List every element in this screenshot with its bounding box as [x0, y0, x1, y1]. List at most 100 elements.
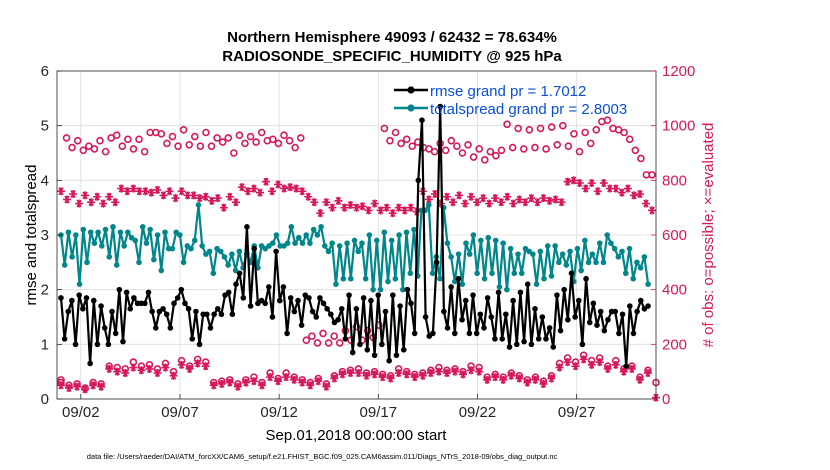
rmse-point [185, 306, 192, 312]
obs-evaluated-point [571, 362, 580, 371]
rmse-point [105, 341, 112, 348]
obs-evaluated-point [533, 198, 542, 207]
rmse-point [357, 341, 363, 348]
obs-evaluated-point [442, 192, 451, 201]
obs-evaluated-point [81, 191, 90, 200]
obs-evaluated-point [113, 367, 122, 376]
rmse-point [360, 295, 367, 301]
rmse-point [364, 347, 371, 353]
obs-evaluated-point [442, 369, 451, 378]
totalspread-point [366, 232, 373, 238]
obs-possible-point [202, 128, 210, 137]
obs-possible-point [380, 124, 389, 133]
totalspread-point [429, 270, 436, 277]
obs-possible-point [553, 141, 562, 149]
rmse-point [594, 322, 600, 329]
rmse-point [142, 300, 148, 307]
totalspread-point [113, 262, 120, 268]
totalspread-point [121, 243, 127, 249]
obs-evaluated-point [617, 188, 626, 197]
rmse-point [72, 341, 79, 348]
rmse-point [601, 327, 608, 334]
totalspread-point [321, 243, 328, 249]
totalspread-point [466, 251, 473, 257]
obs-evaluated-point [177, 187, 186, 196]
obs-evaluated-point [75, 199, 84, 208]
rmse-point [349, 349, 356, 356]
totalspread-point [325, 248, 332, 255]
series-layer [56, 103, 660, 402]
obs-evaluated-point [310, 198, 319, 207]
obs-evaluated-point [378, 373, 387, 382]
y-axis-right-label: # of obs: o=possible; ×=evaluated [700, 123, 717, 348]
obs-evaluated-point [424, 195, 433, 204]
obs-possible-point [408, 142, 417, 150]
obs-evaluated-point [145, 364, 154, 373]
totalspread-point [65, 229, 72, 236]
totalspread-point [400, 286, 406, 293]
obs-possible-point [464, 141, 472, 149]
totalspread-point [355, 248, 362, 255]
obs-possible-point [196, 142, 205, 150]
obs-evaluated-point [105, 364, 114, 373]
totalspread-point [125, 229, 131, 236]
obs-possible-point [531, 143, 539, 152]
obs-possible-point [79, 146, 88, 155]
rmse-point [145, 289, 152, 296]
obs-evaluated-point [334, 196, 343, 205]
totalspread-point [210, 270, 217, 277]
rmse-point [451, 330, 458, 337]
totalspread-point [269, 240, 276, 246]
totalspread-point [626, 245, 633, 252]
rmse-point [214, 306, 221, 312]
rmse-point [375, 292, 382, 298]
rmse-point [225, 289, 232, 296]
obs-evaluated-point [217, 379, 226, 388]
obs-evaluated-point [509, 199, 518, 208]
obs-possible-point [542, 145, 550, 153]
y-left-tick-label: 1 [41, 336, 49, 353]
rmse-point [484, 295, 491, 301]
rmse-point [390, 292, 396, 298]
obs-evaluated-point [286, 183, 295, 192]
obs-evaluated-point [575, 179, 584, 188]
totalspread-point [229, 251, 235, 257]
obs-possible-point [313, 339, 322, 347]
rmse-point [477, 311, 484, 318]
rmse-point [539, 314, 546, 320]
obs-evaluated-point [316, 209, 325, 218]
obs-evaluated-point [434, 367, 443, 376]
obs-evaluated-point [274, 377, 283, 386]
obs-possible-point [519, 145, 528, 153]
rmse-point [284, 330, 290, 337]
totalspread-point [385, 278, 391, 285]
y-left-tick-label: 0 [41, 391, 49, 408]
obs-evaluated-point [99, 199, 108, 208]
obs-possible-point [386, 136, 394, 145]
totalspread-point [61, 262, 68, 268]
rmse-point [510, 297, 516, 304]
rmse-point [645, 303, 651, 309]
obs-evaluated-point [69, 190, 78, 198]
obs-possible-point [269, 135, 277, 144]
obs-possible-point [335, 339, 344, 347]
rmse-point [276, 297, 283, 304]
obs-evaluated-point [497, 198, 506, 207]
obs-possible-point [230, 149, 238, 157]
totalspread-point [556, 259, 562, 266]
totalspread-point [582, 237, 588, 244]
obs-evaluated-point [117, 184, 126, 193]
obs-possible-point [631, 146, 640, 155]
totalspread-point [295, 234, 302, 241]
obs-possible-point [157, 130, 166, 138]
title-line-1: Northern Hemisphere 49093 / 62432 = 78.6… [227, 29, 557, 46]
rmse-point [561, 286, 567, 293]
obs-evaluated-point [129, 363, 138, 372]
rmse-point [433, 259, 440, 266]
rmse-point [455, 275, 462, 282]
obs-possible-point [637, 154, 645, 163]
obs-possible-point [525, 125, 534, 134]
totalspread-point [221, 254, 228, 260]
obs-evaluated-point [352, 203, 361, 212]
obs-evaluated-point [121, 369, 130, 378]
